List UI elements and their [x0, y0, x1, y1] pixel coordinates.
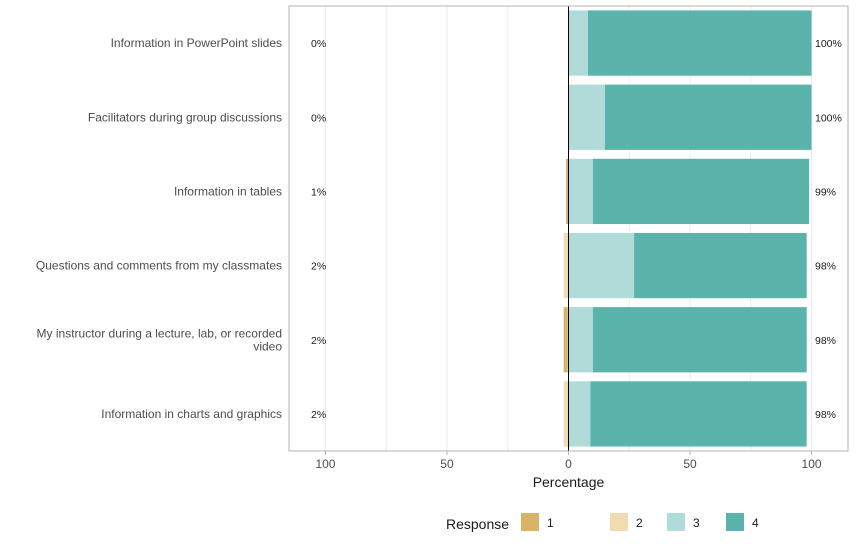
category-label: Information in PowerPoint slides [111, 36, 282, 50]
right-percent-label: 98% [815, 261, 836, 273]
x-axis-title: Percentage [533, 474, 605, 490]
legend-label-1: 1 [547, 516, 554, 530]
bar-response-1 [566, 158, 569, 225]
legend-label-3: 3 [693, 516, 700, 530]
legend-key-4 [726, 513, 744, 531]
legend-label-2: 2 [636, 516, 643, 530]
category-label: Information in tables [174, 184, 282, 198]
x-tick-label: 0 [565, 457, 572, 471]
legend-key-2 [610, 513, 628, 531]
legend-label-4: 4 [752, 516, 759, 530]
left-percent-label: 0% [311, 38, 326, 50]
left-percent-label: 0% [311, 112, 326, 124]
bar-response-3 [568, 84, 605, 150]
bar-response-2 [563, 232, 569, 299]
left-percent-label: 1% [311, 186, 326, 198]
legend-key-1 [521, 513, 539, 531]
bar-response-4 [587, 10, 812, 76]
right-percent-label: 98% [815, 409, 836, 421]
bar-response-4 [634, 232, 807, 299]
bar-response-2 [563, 381, 569, 447]
category-label: Facilitators during group discussions [88, 110, 282, 124]
bar-response-1 [563, 307, 568, 373]
right-percent-label: 99% [815, 186, 836, 198]
legend-title: Response [446, 516, 509, 532]
bar-response-4 [592, 307, 807, 373]
x-tick-label: 100 [802, 457, 822, 471]
category-label: Information in charts and graphics [101, 407, 282, 421]
bar-response-4 [590, 381, 807, 447]
legend-key-3 [667, 513, 685, 531]
bar-response-3 [568, 158, 593, 225]
left-percent-label: 2% [311, 409, 326, 421]
right-percent-label: 100% [815, 38, 842, 50]
bar-response-3 [568, 10, 588, 76]
bar-response-3 [568, 232, 635, 299]
bar-response-3 [568, 307, 593, 373]
x-tick-label: 100 [315, 457, 335, 471]
category-label: Questions and comments from my classmate… [36, 259, 282, 273]
x-tick-label: 50 [683, 457, 697, 471]
right-percent-label: 98% [815, 335, 836, 347]
left-percent-label: 2% [311, 335, 326, 347]
category-label: My instructor during a lecture, lab, or … [37, 326, 283, 353]
bar-response-3 [568, 381, 591, 447]
bar-response-4 [604, 84, 812, 150]
left-percent-label: 2% [311, 261, 326, 273]
bar-response-4 [592, 158, 810, 225]
x-tick-label: 50 [440, 457, 454, 471]
right-percent-label: 100% [815, 112, 842, 124]
